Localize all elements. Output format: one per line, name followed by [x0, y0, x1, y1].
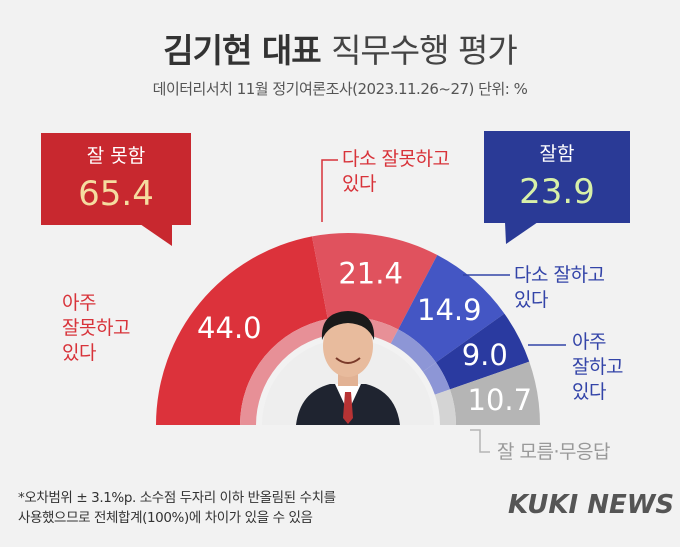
- label-somewhat-bad-line-2: 있다: [342, 173, 376, 195]
- callout-good-value: 23.9: [519, 172, 595, 212]
- segment-value-very-bad: 44.0: [197, 311, 262, 345]
- callout-bad: 잘 못함 65.4: [41, 133, 191, 225]
- label-very-bad: 아주 잘못하고 있다: [62, 291, 130, 366]
- brand-logo: KUKI NEWS: [508, 490, 675, 520]
- segment-value-somewhat-good: 14.9: [417, 293, 482, 327]
- label-somewhat-good: 다소 잘하고 있다: [514, 263, 605, 313]
- label-somewhat-good-line-2: 있다: [514, 289, 548, 311]
- label-somewhat-bad: 다소 잘못하고 있다: [342, 147, 450, 197]
- donut-segment-somewhat-bad: [312, 232, 438, 330]
- footnote: *오차범위 ± 3.1%p. 소수점 두자리 이하 반올림된 수치를 사용했으므…: [18, 488, 336, 528]
- leader-somewhat-bad: [321, 159, 338, 222]
- donut-segment-somewhat-good: [398, 255, 505, 363]
- segment-value-dont-know: 10.7: [468, 383, 533, 417]
- segment-value-somewhat-bad: 21.4: [338, 257, 403, 291]
- label-very-good-line-2: 잘하고: [572, 356, 623, 378]
- inner-ring-segment-very-good: [422, 362, 450, 395]
- portrait-hair: [321, 311, 375, 340]
- chart-title: 김기현 대표 직무수행 평가: [0, 24, 680, 72]
- portrait-image: [262, 311, 434, 425]
- label-very-bad-line-3: 있다: [62, 342, 96, 364]
- callout-good-pointer: [505, 222, 538, 244]
- label-dont-know: 잘 모름·무응답: [497, 441, 610, 463]
- leader-dont-know: [470, 429, 490, 453]
- donut-segments: [156, 232, 540, 425]
- chart-subtitle: 데이터리서치 11월 정기여론조사(2023.11.26~27) 단위: %: [152, 80, 528, 98]
- title-topic: 직무수행 평가: [331, 31, 518, 70]
- label-very-good: 아주 잘하고 있다: [572, 330, 623, 405]
- callout-bad-value: 65.4: [78, 174, 154, 214]
- inner-ring-segment-dont-know: [434, 389, 456, 425]
- segment-value-very-good: 9.0: [462, 338, 508, 372]
- inner-ring-segment-very-bad: [240, 318, 331, 425]
- portrait-smile: [335, 357, 361, 364]
- label-very-bad-line-1: 아주: [62, 292, 96, 314]
- label-very-bad-line-2: 잘못하고: [62, 317, 130, 339]
- title-name: 김기현 대표: [163, 31, 321, 70]
- callout-good: 잘함 23.9: [484, 131, 630, 223]
- portrait-tie: [343, 392, 353, 424]
- portrait-face: [323, 315, 373, 377]
- donut-segment-very-bad: [156, 236, 328, 425]
- footnote-line-2: 사용했으므로 전체합계(100%)에 차이가 있을 수 있음: [18, 510, 313, 526]
- callout-bad-label: 잘 못함: [86, 145, 146, 167]
- inner-ring-segment-somewhat-good: [390, 329, 436, 372]
- callout-bad-pointer: [140, 224, 172, 246]
- footnote-line-1: *오차범위 ± 3.1%p. 소수점 두자리 이하 반올림된 수치를: [18, 490, 336, 506]
- label-somewhat-good-line-1: 다소 잘하고: [514, 264, 605, 286]
- segment-value-labels: 44.0 21.4 14.9 9.0 10.7: [197, 257, 532, 418]
- donut-segment-dont-know: [449, 361, 540, 425]
- callout-good-label: 잘함: [539, 143, 575, 165]
- label-very-good-line-1: 아주: [572, 331, 606, 353]
- donut-segment-very-good: [435, 313, 530, 390]
- label-somewhat-bad-line-1: 다소 잘못하고: [342, 148, 450, 170]
- label-very-good-line-3: 있다: [572, 381, 606, 403]
